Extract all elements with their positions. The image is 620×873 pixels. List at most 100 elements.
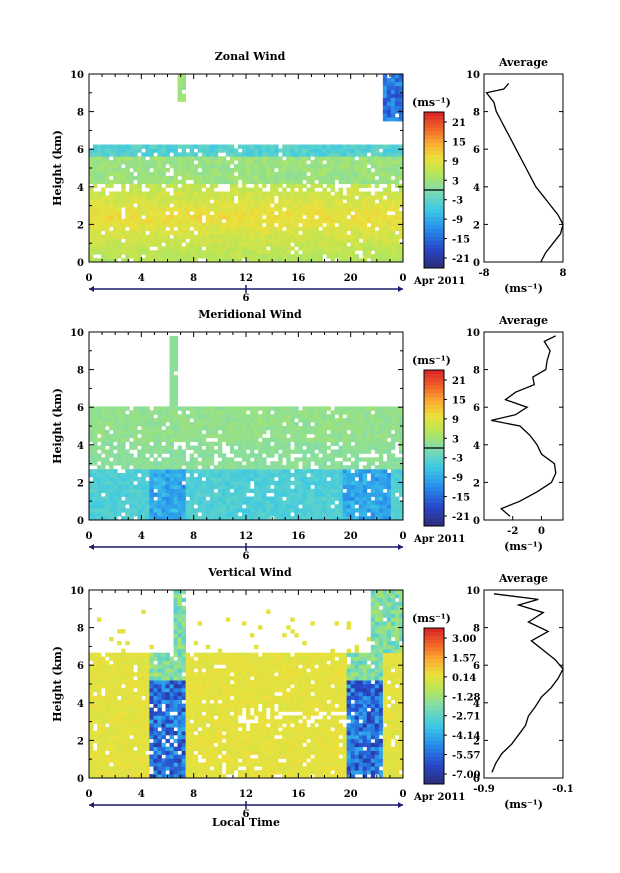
heatmap-cell (254, 488, 259, 493)
heatmap-cell (93, 429, 98, 435)
heatmap-cell (141, 504, 146, 509)
heatmap-cell (298, 199, 303, 204)
heatmap-cell (177, 449, 182, 454)
heatmap-cell (217, 492, 223, 497)
heatmap-cell (350, 242, 356, 247)
heatmap-cell (294, 195, 299, 200)
heatmap-cell (354, 453, 360, 458)
heatmap-cell (298, 164, 303, 169)
heatmap-cell (318, 406, 323, 411)
heatmap-cell (370, 492, 376, 497)
heatmap-cell (294, 496, 299, 501)
heatmap-cell (205, 175, 211, 181)
heatmap-cell (121, 746, 126, 751)
heatmap-cell (185, 199, 191, 204)
heatmap-cell (382, 500, 388, 505)
heatmap-cell (109, 496, 114, 501)
heatmap-cell (338, 144, 344, 149)
heatmap-cell (366, 246, 372, 251)
heatmap-cell (153, 429, 158, 435)
heatmap-cell (310, 144, 315, 149)
heatmap-cell (302, 512, 307, 517)
heatmap-cell (398, 504, 404, 509)
heatmap-cell (181, 414, 187, 419)
heatmap-cell (113, 144, 118, 149)
heatmap-cell (189, 453, 195, 458)
heatmap-cell (205, 449, 211, 454)
heatmap-cell (378, 465, 384, 470)
heatmap-cell (378, 164, 384, 169)
heatmap-cell (354, 488, 360, 493)
heatmap-cell (165, 207, 170, 212)
heatmap-cell (181, 222, 187, 228)
heatmap-cell (209, 160, 215, 165)
heatmap-cell (193, 191, 199, 196)
heatmap-cell (382, 433, 388, 439)
heatmap-cell (282, 504, 287, 509)
heatmap-cell (169, 418, 174, 423)
heatmap-cell (322, 492, 327, 497)
heatmap-cell (97, 222, 102, 228)
heatmap-cell (394, 516, 400, 521)
heatmap-cell (105, 254, 110, 259)
heatmap-cell (318, 171, 323, 177)
heatmap-cell (326, 207, 331, 212)
heatmap-cell (173, 234, 178, 239)
heatmap-cell (89, 473, 94, 478)
heatmap-cell (306, 445, 311, 450)
heatmap-cell (334, 453, 339, 458)
heatmap-cell (185, 512, 191, 517)
heatmap-cell (113, 727, 118, 732)
heatmap-cell (165, 488, 170, 493)
heatmap-cell (366, 426, 372, 431)
heatmap-cell (113, 461, 118, 466)
heatmap-cell (113, 429, 118, 435)
heatmap-cell (258, 199, 263, 204)
heatmap-cell (290, 203, 295, 208)
heatmap-cell (197, 445, 203, 450)
heatmap-cell (310, 222, 315, 228)
heatmap-cell (141, 480, 146, 486)
heatmap-cell (382, 97, 388, 102)
heatmap-cell (229, 234, 235, 239)
heatmap-cell (250, 516, 255, 521)
heatmap-cell (362, 258, 368, 263)
heatmap-cell (298, 168, 303, 173)
heatmap-cell (394, 175, 400, 181)
heatmap-cell (241, 215, 247, 220)
heatmap-cell (237, 418, 243, 423)
heatmap-cell (89, 218, 94, 224)
heatmap-cell (153, 504, 158, 509)
heatmap-cell (121, 738, 126, 744)
heatmap-cell (282, 234, 287, 239)
heatmap-cell (169, 238, 174, 243)
heatmap-cell (117, 218, 122, 224)
heatmap-cell (286, 218, 291, 224)
heatmap-cell (185, 418, 191, 423)
heatmap-cell (101, 727, 106, 732)
heatmap-cell (298, 500, 303, 505)
heatmap-cell (117, 660, 122, 665)
heatmap-cell (125, 695, 130, 701)
heatmap-cell (193, 242, 199, 247)
heatmap-cell (362, 175, 368, 181)
heatmap-cell (286, 160, 291, 165)
heatmap-cell (374, 465, 380, 470)
heatmap-cell (382, 144, 388, 149)
heatmap-cell (165, 203, 170, 208)
heatmap-cell (290, 215, 295, 220)
heatmap-cell (193, 164, 199, 169)
heatmap-cell (302, 410, 307, 415)
heatmap-cell (233, 480, 239, 486)
heatmap-cell (173, 207, 178, 212)
heatmap-cell (306, 144, 311, 149)
heatmap-cell (197, 449, 203, 454)
heatmap-cell (105, 500, 110, 505)
heatmap-cell (153, 250, 158, 255)
heatmap-cell (354, 148, 360, 153)
heatmap-cell (386, 457, 392, 462)
heatmap-cell (193, 496, 199, 501)
heatmap-cell (254, 445, 259, 450)
x-tick-label: 12 (239, 531, 253, 542)
heatmap-cell (350, 496, 356, 501)
